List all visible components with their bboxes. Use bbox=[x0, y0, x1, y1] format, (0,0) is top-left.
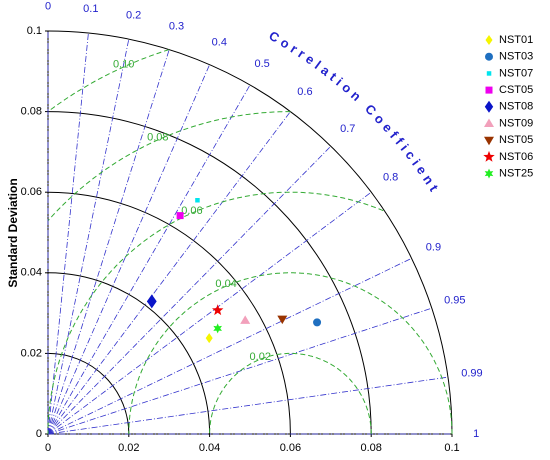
rms-label: 0.10 bbox=[113, 59, 134, 71]
corr-ray bbox=[47, 39, 130, 435]
y-tick-label: 0.1 bbox=[27, 25, 42, 37]
legend-label: CST05 bbox=[499, 84, 533, 96]
data-point bbox=[195, 198, 200, 203]
legend-marker bbox=[484, 168, 494, 179]
std-arc bbox=[47, 30, 453, 435]
corr-ray bbox=[47, 145, 332, 435]
rms-label: 0.08 bbox=[147, 132, 168, 144]
x-tick-label: 0.02 bbox=[118, 442, 139, 454]
corr-tick-label: 0.2 bbox=[126, 9, 141, 21]
legend-marker bbox=[486, 71, 492, 76]
legend-marker bbox=[485, 35, 493, 45]
y-tick-label: 0.06 bbox=[21, 186, 42, 198]
corr-ray bbox=[47, 307, 432, 435]
data-point bbox=[212, 304, 224, 316]
x-tick-label: 0.04 bbox=[199, 442, 220, 454]
legend-label: NST06 bbox=[499, 151, 533, 163]
legend-marker bbox=[483, 150, 495, 162]
legend-label: NST08 bbox=[499, 101, 533, 113]
corr-tick-label: 0.7 bbox=[340, 123, 355, 135]
corr-ray bbox=[47, 376, 449, 435]
corr-ray bbox=[47, 49, 170, 435]
corr-tick-label: 0.4 bbox=[212, 36, 227, 48]
data-point bbox=[205, 333, 213, 344]
y-tick-label: 0 bbox=[36, 428, 42, 440]
data-point bbox=[213, 323, 222, 334]
legend-marker bbox=[484, 136, 494, 146]
rms-contour bbox=[128, 272, 453, 434]
std-arc bbox=[47, 352, 130, 435]
rms-contour bbox=[49, 49, 170, 111]
rms-label: 0.06 bbox=[181, 205, 202, 217]
x-tick-label: 0.08 bbox=[360, 442, 381, 454]
corr-tick-label: 0.1 bbox=[83, 3, 98, 15]
rms-contour bbox=[209, 352, 372, 434]
corr-tick-label: 1 bbox=[473, 428, 479, 440]
rms-label: 0.04 bbox=[215, 278, 236, 290]
data-point bbox=[313, 318, 322, 327]
std-arc bbox=[47, 272, 211, 435]
legend-label: NST25 bbox=[499, 168, 533, 180]
corr-tick-label: 0.8 bbox=[383, 172, 398, 184]
data-point bbox=[277, 315, 288, 325]
x-tick-label: 0.06 bbox=[280, 442, 301, 454]
corr-ray bbox=[47, 32, 89, 435]
y-tick-label: 0.08 bbox=[21, 106, 42, 118]
corr-ray bbox=[47, 64, 210, 435]
std-arc bbox=[47, 111, 372, 435]
rms-label: 0.02 bbox=[250, 351, 271, 363]
legend-label: NST01 bbox=[499, 34, 533, 46]
corr-tick-label: 0.5 bbox=[254, 58, 269, 70]
corr-tick-label: 0.95 bbox=[444, 295, 465, 307]
corr-ray bbox=[47, 111, 291, 435]
legend-marker bbox=[484, 100, 494, 113]
legend-label: NST05 bbox=[499, 134, 533, 146]
std-arc bbox=[47, 191, 291, 435]
y-axis-title: Standard Deviation bbox=[6, 178, 20, 287]
y-tick-label: 0.02 bbox=[21, 347, 42, 359]
legend-label: NST03 bbox=[499, 51, 533, 63]
corr-tick-label: 0.99 bbox=[461, 368, 482, 380]
corr-tick-label: 0 bbox=[45, 1, 51, 13]
data-point bbox=[240, 315, 251, 324]
corr-tick-label: 0.6 bbox=[297, 86, 312, 98]
legend-marker bbox=[484, 118, 494, 127]
y-tick-label: 0.04 bbox=[21, 267, 42, 279]
corr-tick-label: 0.3 bbox=[169, 20, 184, 32]
x-tick-label: 0.1 bbox=[444, 442, 459, 454]
legend-marker bbox=[485, 86, 493, 94]
corr-ray bbox=[47, 84, 251, 435]
corr-ray bbox=[47, 191, 372, 435]
legend-label: NST09 bbox=[499, 117, 533, 129]
corr-ray bbox=[47, 257, 412, 435]
legend-marker bbox=[485, 52, 493, 61]
x-tick-label: 0 bbox=[45, 442, 51, 454]
data-point bbox=[146, 294, 157, 309]
corr-title-path bbox=[269, 36, 458, 235]
rms-contour bbox=[47, 111, 291, 221]
legend-label: NST07 bbox=[499, 67, 533, 79]
rms-contour bbox=[47, 191, 384, 434]
corr-tick-label: 0.9 bbox=[426, 242, 441, 254]
data-point bbox=[176, 212, 184, 220]
